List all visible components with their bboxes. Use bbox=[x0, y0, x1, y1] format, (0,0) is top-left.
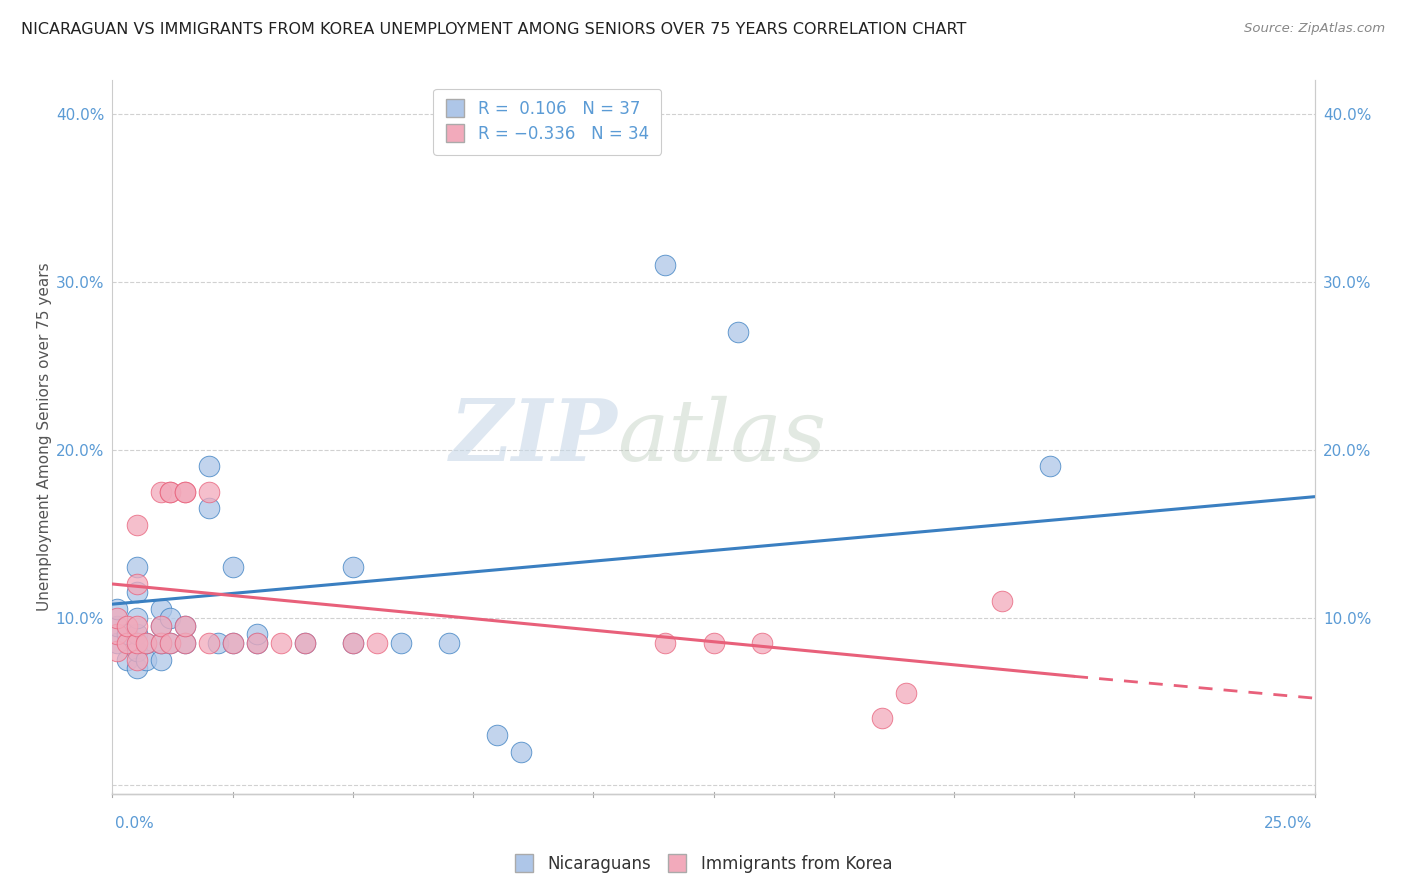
Point bbox=[294, 636, 316, 650]
Point bbox=[149, 652, 172, 666]
Point bbox=[246, 627, 269, 641]
Point bbox=[727, 325, 749, 339]
Y-axis label: Unemployment Among Seniors over 75 years: Unemployment Among Seniors over 75 years bbox=[37, 263, 52, 611]
Point bbox=[510, 745, 533, 759]
Point bbox=[125, 560, 148, 574]
Point bbox=[149, 636, 172, 650]
Legend: Nicaraguans, Immigrants from Korea: Nicaraguans, Immigrants from Korea bbox=[508, 848, 898, 880]
Point bbox=[159, 484, 181, 499]
Point bbox=[894, 686, 917, 700]
Point bbox=[751, 636, 773, 650]
Point bbox=[389, 636, 412, 650]
Point bbox=[149, 602, 172, 616]
Point bbox=[105, 627, 128, 641]
Text: 25.0%: 25.0% bbox=[1264, 816, 1312, 830]
Point bbox=[105, 644, 128, 658]
Text: NICARAGUAN VS IMMIGRANTS FROM KOREA UNEMPLOYMENT AMONG SENIORS OVER 75 YEARS COR: NICARAGUAN VS IMMIGRANTS FROM KOREA UNEM… bbox=[21, 22, 966, 37]
Point bbox=[173, 636, 195, 650]
Point bbox=[115, 636, 138, 650]
Point bbox=[149, 636, 172, 650]
Point bbox=[246, 636, 269, 650]
Point bbox=[125, 636, 148, 650]
Point bbox=[197, 636, 219, 650]
Point bbox=[173, 619, 195, 633]
Point bbox=[342, 636, 364, 650]
Point bbox=[270, 636, 292, 650]
Point bbox=[149, 619, 172, 633]
Point bbox=[366, 636, 388, 650]
Point bbox=[222, 636, 245, 650]
Point bbox=[222, 560, 245, 574]
Point bbox=[173, 484, 195, 499]
Point bbox=[486, 728, 509, 742]
Point bbox=[437, 636, 460, 650]
Point bbox=[159, 610, 181, 624]
Point bbox=[105, 636, 128, 650]
Text: Source: ZipAtlas.com: Source: ZipAtlas.com bbox=[1244, 22, 1385, 36]
Point bbox=[294, 636, 316, 650]
Point bbox=[115, 627, 138, 641]
Point bbox=[135, 636, 157, 650]
Point bbox=[654, 258, 676, 272]
Point bbox=[654, 636, 676, 650]
Point bbox=[115, 619, 138, 633]
Point bbox=[125, 619, 148, 633]
Point bbox=[125, 585, 148, 599]
Point bbox=[125, 518, 148, 533]
Point bbox=[173, 484, 195, 499]
Point bbox=[125, 652, 148, 666]
Point bbox=[246, 636, 269, 650]
Point bbox=[159, 636, 181, 650]
Point bbox=[342, 636, 364, 650]
Point bbox=[105, 619, 128, 633]
Point bbox=[159, 484, 181, 499]
Point bbox=[125, 644, 148, 658]
Point bbox=[197, 484, 219, 499]
Legend: R =  0.106   N = 37, R = −0.336   N = 34: R = 0.106 N = 37, R = −0.336 N = 34 bbox=[433, 88, 661, 154]
Text: atlas: atlas bbox=[617, 396, 827, 478]
Point bbox=[125, 610, 148, 624]
Point bbox=[342, 560, 364, 574]
Point bbox=[105, 602, 128, 616]
Point bbox=[135, 636, 157, 650]
Point bbox=[222, 636, 245, 650]
Point bbox=[115, 652, 138, 666]
Point bbox=[125, 627, 148, 641]
Point bbox=[207, 636, 229, 650]
Text: 0.0%: 0.0% bbox=[115, 816, 155, 830]
Point bbox=[173, 619, 195, 633]
Point bbox=[173, 636, 195, 650]
Point bbox=[702, 636, 725, 650]
Point bbox=[991, 594, 1014, 608]
Point bbox=[105, 610, 128, 624]
Point bbox=[197, 501, 219, 516]
Point bbox=[1039, 459, 1062, 474]
Point bbox=[125, 577, 148, 591]
Point bbox=[197, 459, 219, 474]
Point bbox=[149, 619, 172, 633]
Point bbox=[159, 636, 181, 650]
Point bbox=[870, 711, 893, 725]
Point bbox=[149, 484, 172, 499]
Text: ZIP: ZIP bbox=[450, 395, 617, 479]
Point bbox=[135, 652, 157, 666]
Point bbox=[125, 661, 148, 675]
